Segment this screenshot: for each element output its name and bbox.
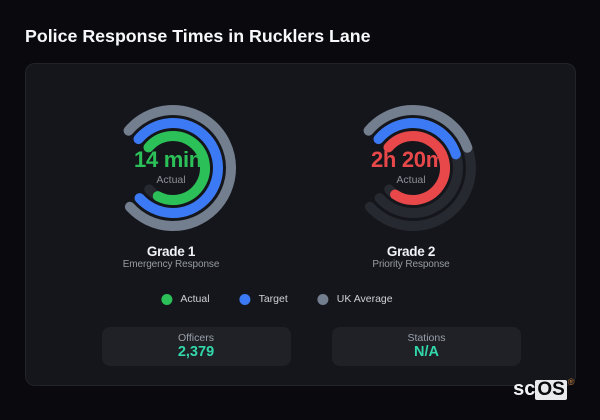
gauge-grade-1: 14 min Actual Grade 1 Emergency Response <box>98 93 248 270</box>
stat-officers: Officers 2,379 <box>101 327 291 366</box>
page-title: Police Response Times in Rucklers Lane <box>25 25 371 46</box>
stat-officers-value: 2,379 <box>177 344 215 360</box>
gauge-2-value: 2h 20m <box>370 147 446 172</box>
gauge-1-rings <box>123 105 236 231</box>
legend-uk-average-dot <box>317 293 329 305</box>
gauge-2-name: Grade 2 <box>386 244 436 259</box>
stat-stations-label: Stations <box>407 331 446 344</box>
legend-actual-dot <box>161 293 173 305</box>
registered-trademark-icon: ® <box>567 377 575 387</box>
scos-logo-box: OS <box>535 379 567 400</box>
gauge-1-value-sublabel: Actual <box>156 173 186 186</box>
legend-target-dot <box>239 293 251 305</box>
gauge-2-rings <box>363 105 476 231</box>
gauge-1-name: Grade 1 <box>146 244 196 259</box>
legend-item-uk-average[interactable]: UK Average <box>317 293 393 305</box>
legend-actual-label: Actual <box>180 293 210 305</box>
legend-uk-average-label: UK Average <box>336 293 393 305</box>
gauge-1-description: Emergency Response <box>122 259 220 270</box>
chart-legend: Actual Target UK Average <box>161 293 393 305</box>
stat-stations-value: N/A <box>414 344 439 360</box>
stat-stations: Stations N/A <box>332 327 521 366</box>
scos-logo-prefix: sc <box>513 378 536 400</box>
legend-target-label: Target <box>258 293 288 305</box>
gauge-2-value-sublabel: Actual <box>396 173 426 186</box>
stat-officers-label: Officers <box>178 331 214 344</box>
scos-logo: sc OS ® <box>513 377 575 401</box>
legend-item-target[interactable]: Target <box>239 293 288 305</box>
gauge-grade-2: 2h 20m Actual Grade 2 Priority Response <box>338 93 488 270</box>
gauge-2-description: Priority Response <box>372 259 450 270</box>
response-times-card: 14 min Actual Grade 1 Emergency Response… <box>25 63 576 386</box>
legend-item-actual[interactable]: Actual <box>161 293 210 305</box>
